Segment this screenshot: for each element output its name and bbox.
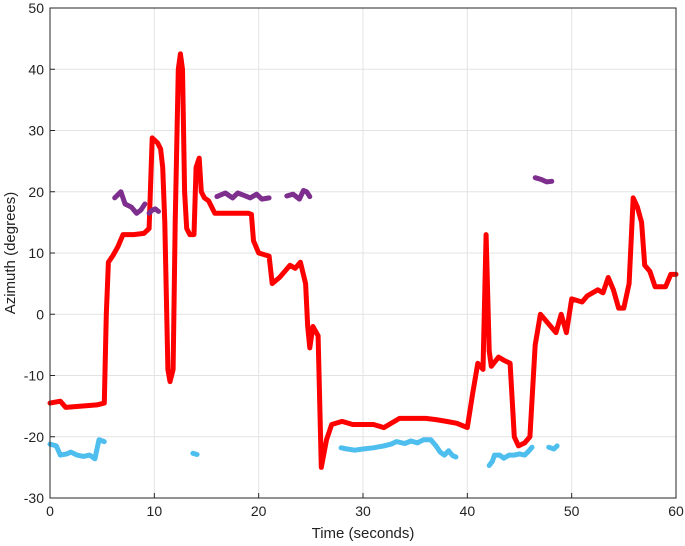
data-series xyxy=(47,51,679,470)
y-tick-label: 10 xyxy=(28,245,44,261)
y-tick-label: -30 xyxy=(24,490,44,506)
plot-frame xyxy=(49,7,677,499)
cyan-azimuth-line-segment-3 xyxy=(486,444,535,468)
y-tick-label: 20 xyxy=(28,184,44,200)
y-tick-label: 50 xyxy=(28,0,44,16)
x-tick-label: 10 xyxy=(147,503,163,519)
grid-lines xyxy=(49,7,677,499)
x-tick-label: 20 xyxy=(251,503,267,519)
x-tick-labels: 0 10 20 30 40 50 60 xyxy=(46,503,684,519)
y-tick-label: 0 xyxy=(36,306,44,322)
x-tick-label: 0 xyxy=(46,503,54,519)
red-azimuth-line-segment-0 xyxy=(47,51,679,470)
x-tick-label: 50 xyxy=(564,503,580,519)
cyan-azimuth-line-segment-4 xyxy=(546,443,560,452)
x-tick-label: 40 xyxy=(460,503,476,519)
cyan-azimuth-line-segment-2 xyxy=(338,437,459,460)
cyan-azimuth-line-segment-0 xyxy=(47,437,107,462)
y-tick-label: -10 xyxy=(24,368,44,384)
x-axis-label: Time (seconds) xyxy=(312,525,415,542)
purple-azimuth-line-segment-4 xyxy=(532,175,555,185)
purple-azimuth-line-segment-1 xyxy=(146,206,161,216)
y-tick-label: 40 xyxy=(28,61,44,77)
purple-azimuth-line-segment-0 xyxy=(112,189,148,216)
y-tick-label: 30 xyxy=(28,123,44,139)
y-tick-labels: -30 -20 -10 0 10 20 30 40 50 xyxy=(24,0,44,506)
cyan-azimuth-line-segment-1 xyxy=(190,450,200,457)
x-tick-label: 60 xyxy=(668,503,684,519)
y-tick-label: -20 xyxy=(24,429,44,445)
purple-azimuth-line-segment-3 xyxy=(284,188,313,202)
y-axis-label: Azimuth (degrees) xyxy=(2,192,19,315)
purple-azimuth-line-segment-2 xyxy=(214,190,272,202)
x-tick-label: 30 xyxy=(355,503,371,519)
